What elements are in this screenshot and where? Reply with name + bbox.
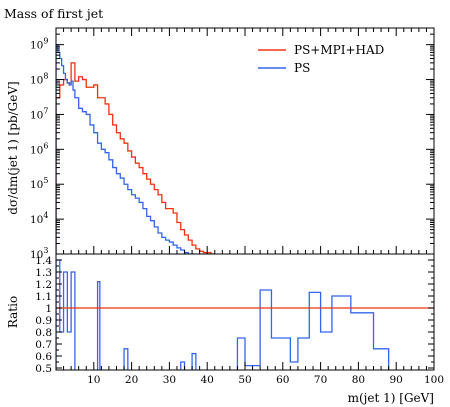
ratio-tick-label: 0.7 bbox=[35, 339, 52, 351]
x-tick-label: 100 bbox=[424, 374, 444, 386]
y-tick-exponent: 6 bbox=[43, 141, 48, 150]
ratio-tick-label: 0.9 bbox=[35, 315, 52, 327]
ratio-tick-label: 0.6 bbox=[35, 351, 52, 363]
x-axis-label: m(jet 1) [GeV] bbox=[348, 391, 434, 405]
y-tick-base: 10 bbox=[30, 249, 43, 261]
series-line-ps-mpi-had bbox=[56, 62, 216, 254]
y-tick-base: 10 bbox=[30, 109, 43, 121]
legend-label: PS bbox=[294, 61, 310, 75]
x-tick-label: 40 bbox=[201, 374, 214, 386]
y-tick-base: 10 bbox=[30, 40, 43, 52]
y-tick-base: 10 bbox=[30, 144, 43, 156]
ratio-line-ps bbox=[56, 259, 390, 370]
y-tick-base: 10 bbox=[30, 214, 43, 226]
y-tick-exponent: 5 bbox=[43, 176, 48, 185]
y-axis-label: dσ/dm(jet 1) [pb/GeV] bbox=[6, 81, 20, 214]
x-tick-label: 90 bbox=[390, 374, 403, 386]
legend: PS+MPI+HAD PS bbox=[258, 43, 384, 75]
chart-title: Mass of first jet bbox=[4, 6, 103, 21]
x-tick-label: 20 bbox=[125, 374, 138, 386]
y-tick-label: 108 bbox=[30, 72, 48, 87]
ratio-tick-label: 0.5 bbox=[35, 363, 52, 375]
x-tick-label: 70 bbox=[314, 374, 327, 386]
main-series-group bbox=[56, 43, 216, 254]
x-tick-label: 30 bbox=[163, 374, 176, 386]
y-tick-exponent: 4 bbox=[43, 211, 48, 220]
ratio-tick-label: 0.8 bbox=[35, 327, 52, 339]
y-tick-base: 10 bbox=[30, 75, 43, 87]
y-tick-exponent: 3 bbox=[43, 246, 48, 255]
ratio-tick-label: 1.1 bbox=[35, 291, 52, 303]
main-frame bbox=[55, 27, 435, 255]
ratio-series-group bbox=[56, 259, 434, 370]
y-tick-exponent: 7 bbox=[43, 106, 48, 115]
y-tick-label: 104 bbox=[30, 211, 48, 226]
ratio-tick-label: 1 bbox=[45, 303, 52, 315]
x-tick-label: 60 bbox=[276, 374, 289, 386]
ratio-tick-label: 1.4 bbox=[35, 255, 52, 267]
legend-label: PS+MPI+HAD bbox=[294, 43, 384, 57]
y-tick-label: 105 bbox=[30, 176, 48, 191]
ratio-tick-label: 1.2 bbox=[35, 279, 52, 291]
y-tick-label: 109 bbox=[30, 37, 48, 52]
y-tick-label: 107 bbox=[30, 106, 48, 121]
x-tick-label: 80 bbox=[352, 374, 365, 386]
y-tick-label: 103 bbox=[30, 246, 48, 261]
ratio-axis-label: Ratio bbox=[6, 296, 20, 328]
ratio-tick-label: 1.3 bbox=[35, 267, 52, 279]
ratio-panel: 10 20 30 40 50 60 70 80 90 100 0.50.60.70.80.911.1… bbox=[35, 253, 444, 386]
x-tick-label: 10 bbox=[87, 374, 100, 386]
y-tick-exponent: 8 bbox=[43, 72, 48, 81]
y-tick-base: 10 bbox=[30, 179, 43, 191]
y-tick-exponent: 9 bbox=[43, 37, 48, 46]
x-tick-label: 50 bbox=[238, 374, 251, 386]
y-tick-label: 106 bbox=[30, 141, 48, 156]
series-line-ps bbox=[56, 43, 197, 254]
